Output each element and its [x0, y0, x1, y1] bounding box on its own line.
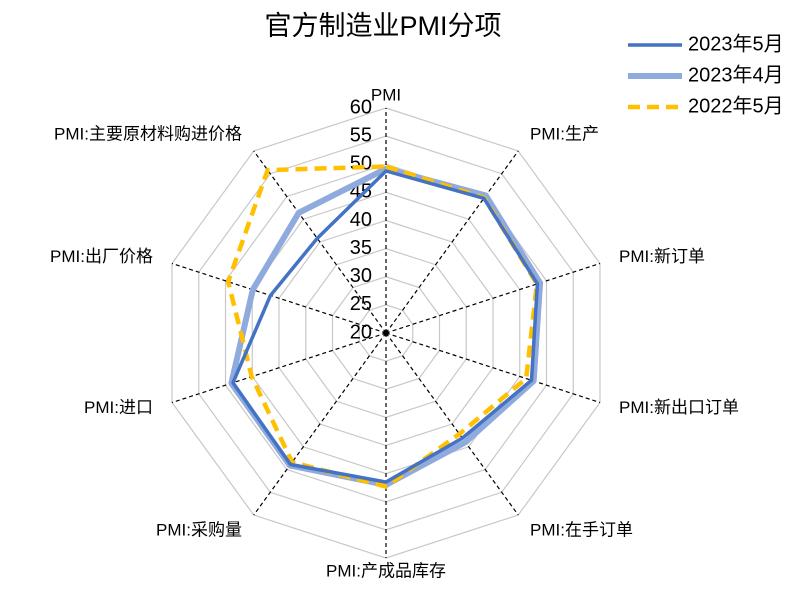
tick-label: 55 — [350, 124, 372, 146]
series-line — [225, 164, 540, 489]
tick-label: 20 — [350, 321, 372, 343]
axis-line — [385, 332, 519, 516]
axis-label: PMI:产成品库存 — [326, 561, 446, 580]
axis-label: PMI — [371, 85, 401, 104]
tick-label: 50 — [350, 153, 372, 175]
axis-line — [253, 150, 387, 334]
axis-label: PMI:主要原材料购进价格 — [54, 124, 242, 143]
tick-label: 40 — [350, 209, 372, 231]
legend-label: 2022年5月 — [688, 94, 784, 117]
axis-label: PMI:新订单 — [619, 247, 705, 266]
axis-label: PMI:在手订单 — [530, 521, 633, 540]
axis-line — [171, 262, 387, 334]
axis-line — [385, 332, 601, 404]
axis-label: PMI:出厂价格 — [50, 247, 153, 266]
center-dot — [383, 330, 389, 336]
axis-line — [385, 262, 601, 334]
tick-label: 25 — [350, 293, 372, 315]
axis-line — [385, 150, 519, 334]
axis-label: PMI:进口 — [84, 398, 153, 417]
tick-label: 35 — [350, 237, 372, 259]
tick-label: 60 — [350, 96, 372, 118]
axis-line — [171, 332, 387, 404]
legend-label: 2023年5月 — [688, 32, 784, 55]
tick-label: 30 — [350, 265, 372, 287]
axis-label: PMI:采购量 — [156, 521, 242, 540]
legend-label: 2023年4月 — [688, 63, 784, 86]
axis-label: PMI:生产 — [530, 124, 599, 143]
axis-line — [253, 332, 387, 516]
axis-label: PMI:新出口订单 — [619, 398, 739, 417]
series-line — [231, 169, 540, 484]
chart-title: 官方制造业PMI分项 — [264, 11, 501, 41]
